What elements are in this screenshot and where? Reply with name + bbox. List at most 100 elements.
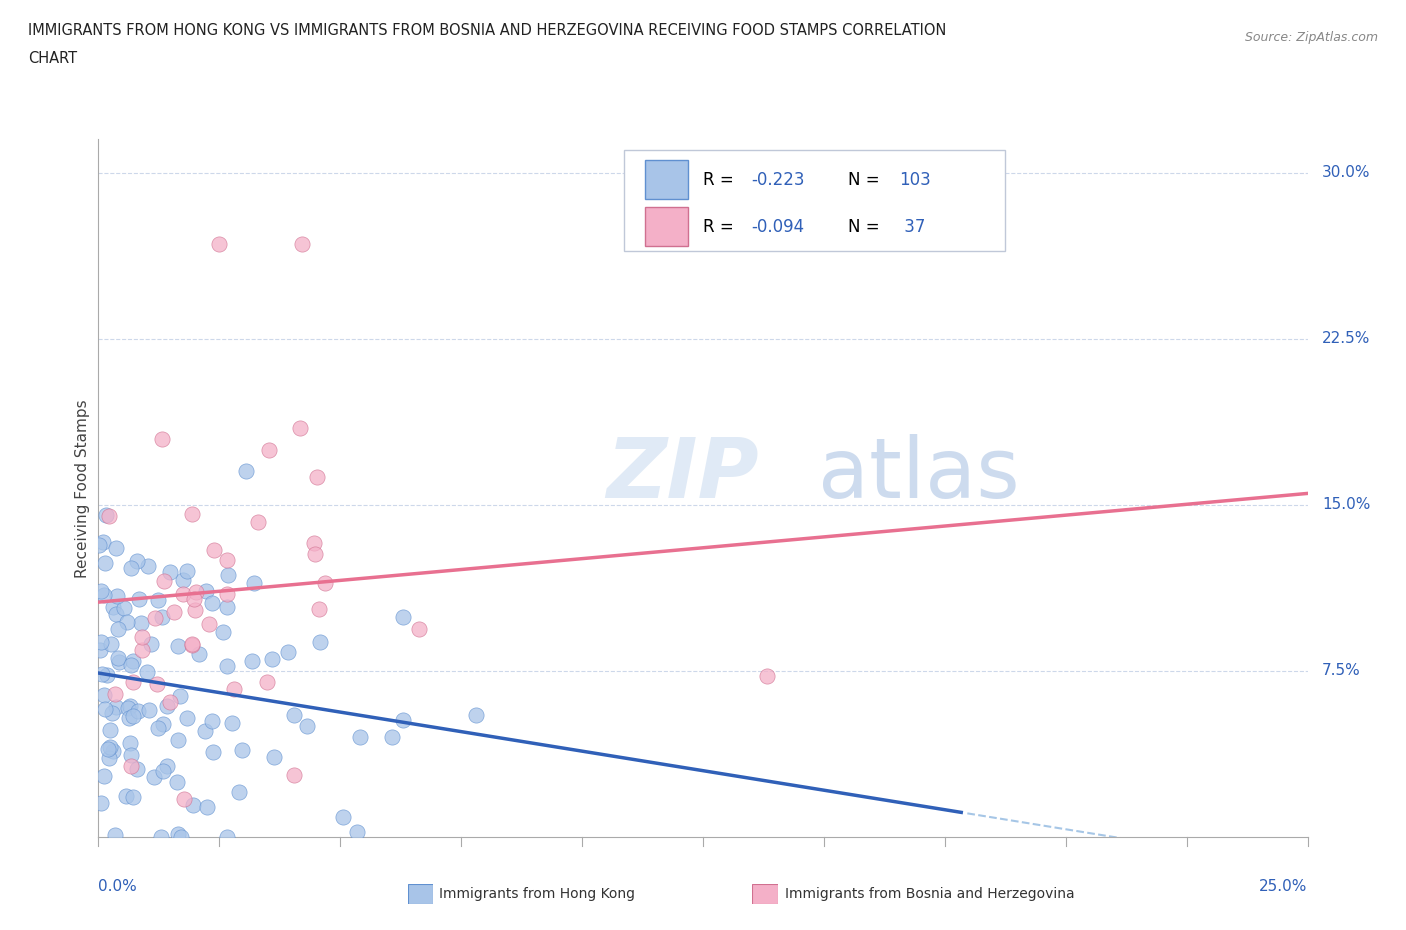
Point [221,715,243,730]
Point [98,739,121,754]
Point [120,759,142,774]
Point [100,706,122,721]
Point [146,592,169,607]
Point [117,701,139,716]
Point [176,564,198,578]
Point [277,644,299,659]
Point [136,558,159,573]
Point [146,677,169,692]
Point [170,830,193,844]
Point [231,743,253,758]
Point [120,560,142,575]
Point [152,764,174,778]
Point [308,602,330,617]
Point [98,751,121,765]
Point [332,810,354,825]
Text: 22.5%: 22.5% [1322,331,1371,346]
Text: Source: ZipAtlas.com: Source: ZipAtlas.com [1244,31,1378,44]
Point [145,611,167,626]
Point [159,695,181,710]
Point [156,759,179,774]
Point [93,687,115,702]
Point [143,770,166,785]
Point [283,767,305,782]
Point [107,621,129,636]
Point [215,552,238,567]
Point [217,567,239,582]
Point [138,703,160,718]
Point [117,711,139,725]
Point [107,651,129,666]
Point [115,615,138,630]
Point [215,587,238,602]
Text: R =: R = [703,171,740,189]
Point [150,830,173,844]
Text: IMMIGRANTS FROM HONG KONG VS IMMIGRANTS FROM BOSNIA AND HERZEGOVINA RECEIVING FO: IMMIGRANTS FROM HONG KONG VS IMMIGRANTS … [28,23,946,38]
Point [167,827,190,842]
Point [194,584,217,599]
Point [166,732,188,747]
Point [121,674,143,689]
Point [128,591,150,606]
Text: -0.223: -0.223 [751,171,804,189]
Point [217,600,239,615]
Point [90,584,112,599]
Point [146,721,169,736]
Point [228,785,250,800]
Point [222,682,245,697]
Text: CHART: CHART [28,51,77,66]
Point [108,655,131,670]
FancyBboxPatch shape [624,150,1005,251]
Point [100,637,122,652]
Y-axis label: Receiving Food Stamps: Receiving Food Stamps [75,399,90,578]
Point [195,800,218,815]
Point [103,600,125,615]
Point [240,654,263,669]
Point [105,540,128,555]
Text: N =: N = [848,171,884,189]
Point [131,630,153,644]
Text: N =: N = [848,218,884,236]
Point [131,643,153,658]
Point [187,646,209,661]
Point [257,443,280,458]
Point [125,553,148,568]
Point [153,574,176,589]
Point [150,609,173,624]
Text: 25.0%: 25.0% [1260,879,1308,894]
Point [283,708,305,723]
Point [98,723,121,737]
Text: Immigrants from Bosnia and Herzegovina: Immigrants from Bosnia and Herzegovina [785,886,1074,901]
Point [263,750,285,764]
Point [202,745,225,760]
Point [180,637,202,652]
Point [120,747,142,762]
Point [391,610,413,625]
Point [198,617,221,631]
Point [105,607,128,622]
Point [90,635,112,650]
Point [97,741,120,756]
Point [297,719,319,734]
Point [152,717,174,732]
Point [172,587,194,602]
Point [172,573,194,588]
Point [121,790,143,804]
Point [96,668,118,683]
Point [346,824,368,839]
Point [305,470,328,485]
Point [91,535,114,550]
Point [201,595,224,610]
Point [215,658,238,673]
Point [302,536,325,551]
FancyBboxPatch shape [645,207,689,246]
Point [290,420,312,435]
Text: R =: R = [703,218,740,236]
Text: 7.5%: 7.5% [1322,663,1361,678]
Point [129,616,152,631]
Point [235,464,257,479]
Point [114,600,136,615]
Point [93,588,115,603]
Point [96,507,118,522]
Point [247,514,270,529]
